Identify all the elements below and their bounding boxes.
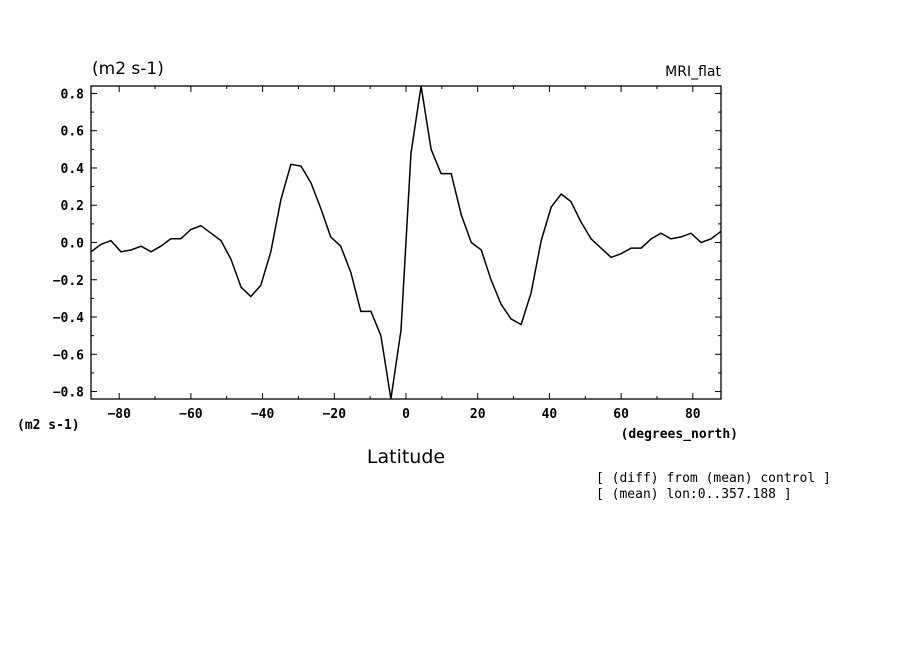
data-point [540,240,542,242]
data-point [510,318,512,320]
data-point [440,173,442,175]
x-tick-label: −40 [251,407,275,422]
chart-title-units: (m2 s-1) [92,59,164,79]
x-tick-label: 20 [470,407,486,422]
data-point [350,272,352,274]
x-tick-label: −80 [107,407,131,422]
data-point [670,238,672,240]
y-axis-unit-label: (m2 s-1) [17,418,80,433]
data-point [330,236,332,238]
y-tick-label: 0.2 [61,199,84,214]
data-point [90,251,92,253]
data-point [210,232,212,234]
data-point [590,238,592,240]
data-point [280,199,282,201]
data-point [290,163,292,165]
data-point [610,257,612,259]
data-point [700,242,702,244]
data-point [140,245,142,247]
data-point [130,249,132,251]
data-point [460,214,462,216]
data-point [480,249,482,251]
x-tick-label: 80 [685,407,701,422]
y-tick-label: 0.6 [61,125,85,140]
data-point [470,242,472,244]
data-point [160,245,162,247]
data-point [420,85,422,87]
note-diff: [ (diff) from (mean) control ] [596,471,831,486]
data-point [690,232,692,234]
data-point [370,311,372,313]
data-point [530,292,532,294]
data-point [170,238,172,240]
y-tick-label: −0.6 [53,348,84,363]
data-point [430,149,432,151]
data-point [580,221,582,223]
x-axis-ticks: −80 −60 −40 −20 0 20 40 60 80 [107,86,701,422]
data-point [720,231,722,233]
y-tick-label: 0.4 [61,162,85,177]
data-point [110,240,112,242]
data-point [660,232,662,234]
y-tick-label: 0.0 [61,237,85,252]
y-tick-label: 0.8 [61,87,85,102]
data-point [300,165,302,167]
data-point [390,398,392,400]
note-mean: [ (mean) lon:0..357.188 ] [596,487,792,502]
y-axis-ticks: 0.8 0.6 0.4 0.2 0.0 −0.2 −0.4 −0.6 −0.8 [53,87,721,401]
data-point [680,236,682,238]
data-point [600,247,602,249]
data-point [380,335,382,337]
x-axis-title: Latitude [367,446,445,468]
x-tick-label: 0 [402,407,410,422]
data-point [500,303,502,305]
chart-title-model: MRI_flat [665,64,721,80]
y-tick-label: −0.4 [53,311,84,326]
data-point [270,251,272,253]
data-point [220,240,222,242]
data-point [640,247,642,249]
data-point [410,152,412,154]
x-tick-label: 40 [542,407,558,422]
data-point [250,296,252,298]
data-point [150,251,152,253]
data-point [570,201,572,203]
data-point [550,206,552,208]
data-point [520,324,522,326]
data-point [260,285,262,287]
data-point [100,244,102,246]
data-point [560,193,562,195]
data-point [360,311,362,313]
data-point [630,247,632,249]
data-point [310,182,312,184]
data-point [240,286,242,288]
series-line [90,85,722,400]
data-point [230,258,232,260]
y-tick-label: −0.8 [53,386,84,401]
series-layer [90,85,722,400]
y-tick-label: −0.2 [53,274,84,289]
data-point [190,229,192,231]
data-point [200,225,202,227]
data-point [340,245,342,247]
data-point [450,173,452,175]
data-point [180,238,182,240]
data-point [620,253,622,255]
x-axis-unit-label: (degrees_north) [621,427,738,442]
data-point [320,208,322,210]
data-point [400,329,402,331]
x-tick-label: −20 [323,407,347,422]
data-point [120,251,122,253]
data-point [650,238,652,240]
x-tick-label: 60 [613,407,629,422]
x-tick-label: −60 [179,407,203,422]
data-point [710,238,712,240]
data-point [490,279,492,281]
